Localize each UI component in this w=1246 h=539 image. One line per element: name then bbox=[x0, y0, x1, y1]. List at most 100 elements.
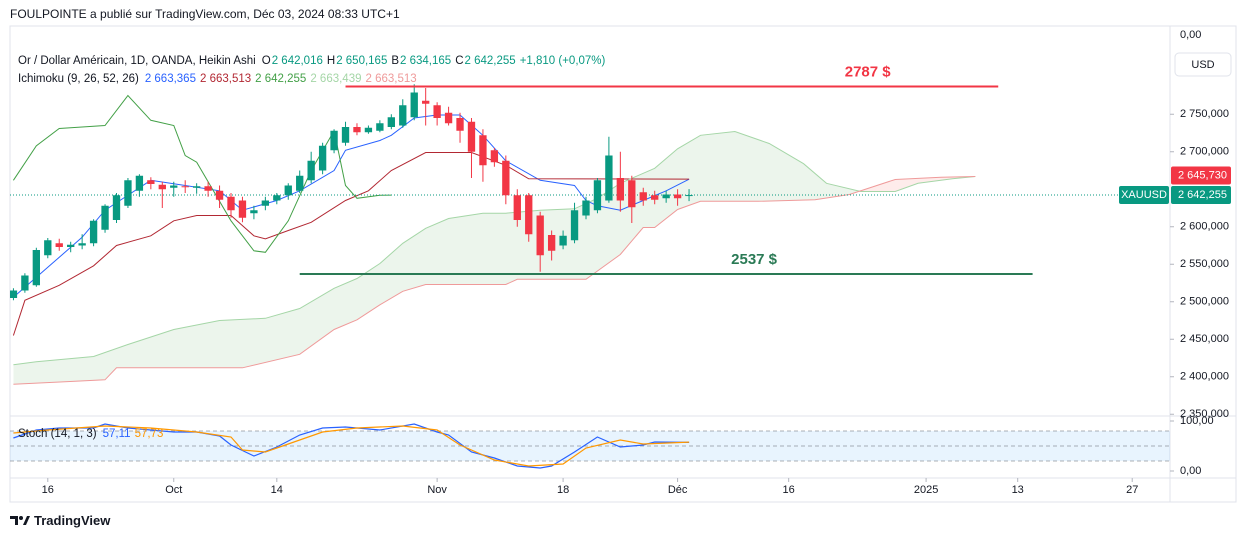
ichimoku-value: 2 663,513 bbox=[365, 73, 417, 85]
candle-body bbox=[273, 195, 281, 201]
x-tick-label: Oct bbox=[165, 484, 182, 496]
candle-body bbox=[593, 180, 602, 211]
candle-body bbox=[525, 195, 533, 235]
x-tick-label: Nov bbox=[427, 484, 447, 496]
change: +1,810 (+0,07%) bbox=[519, 55, 606, 67]
candle-body bbox=[112, 195, 121, 220]
candle-body bbox=[559, 235, 567, 246]
x-tick-label: Déc bbox=[668, 484, 688, 496]
candle-body bbox=[135, 175, 144, 191]
ohlc-key: C bbox=[455, 55, 464, 67]
x-tick-label: 2025 bbox=[914, 484, 938, 496]
ichimoku-legend: Ichimoku (9, 26, 52, 26) 2 663,365 2 663,5… bbox=[18, 73, 421, 85]
candle-body bbox=[582, 200, 590, 216]
stoch-tick-label: 100,00 bbox=[1180, 415, 1214, 427]
x-tick-label: 14 bbox=[271, 484, 283, 496]
candle-body bbox=[456, 118, 464, 131]
candle-body bbox=[651, 195, 659, 200]
ichimoku-line bbox=[13, 130, 976, 366]
candle-body bbox=[422, 100, 430, 104]
level-label: 2787 $ bbox=[845, 63, 892, 80]
candle-body bbox=[32, 250, 41, 286]
ohlc-key: B bbox=[391, 55, 400, 67]
symbol-legend: Or / Dollar Américain, 1D, OANDA, Heikin… bbox=[18, 55, 609, 67]
candle-body bbox=[181, 186, 189, 188]
candle-body bbox=[547, 235, 556, 251]
candle-body bbox=[536, 215, 544, 256]
candle-body bbox=[296, 175, 304, 191]
stoch-value: 57,73 bbox=[134, 428, 164, 440]
ohlc-value: 2 642,016 bbox=[271, 55, 323, 67]
stoch-title: Stoch (14, 1, 3) bbox=[18, 428, 97, 440]
candle-body bbox=[307, 160, 315, 181]
candle-body bbox=[192, 186, 201, 188]
candle-body bbox=[376, 123, 384, 131]
candle-body bbox=[502, 160, 510, 196]
y-tick-label: 2 450,000 bbox=[1180, 333, 1229, 345]
candle-body bbox=[513, 195, 521, 220]
candle-body bbox=[410, 92, 418, 118]
candle-body bbox=[284, 185, 292, 196]
ohlc-value: 2 642,255 bbox=[464, 55, 516, 67]
candle-body bbox=[101, 205, 109, 230]
ichimoku-value: 2 663,439 bbox=[310, 73, 362, 85]
stoch-tick-label: 0,00 bbox=[1180, 465, 1201, 477]
x-tick-label: 27 bbox=[1126, 484, 1138, 496]
stoch-line bbox=[13, 425, 690, 467]
candle-body bbox=[467, 121, 476, 152]
main-pane: 2787 $ 2537 $ bbox=[10, 63, 1170, 385]
candle-body bbox=[341, 127, 350, 143]
price-badge-label: 2 645,730 bbox=[1178, 169, 1227, 181]
x-tick-label: 16 bbox=[783, 484, 795, 496]
candle-body bbox=[44, 240, 52, 256]
x-tick-label: 16 bbox=[42, 484, 54, 496]
y-tick-label: 2 750,000 bbox=[1180, 108, 1229, 120]
candle-body bbox=[170, 185, 178, 188]
candle-body bbox=[353, 127, 361, 133]
ichimoku-title: Ichimoku (9, 26, 52, 26) bbox=[18, 73, 139, 85]
y-tick-label: 2 350,000 bbox=[1180, 408, 1229, 420]
candle-body bbox=[215, 190, 224, 200]
candle-body bbox=[628, 180, 636, 208]
currency-button[interactable] bbox=[1174, 52, 1232, 77]
candle-body bbox=[67, 244, 75, 247]
price-badge bbox=[1171, 166, 1231, 185]
candle-body bbox=[89, 220, 98, 244]
candle-body bbox=[605, 155, 613, 201]
y-tick-label: 2 550,000 bbox=[1180, 258, 1229, 270]
legend-title: Or / Dollar Américain, 1D, OANDA, Heikin… bbox=[18, 55, 256, 67]
y-tick-label: 2 700,000 bbox=[1180, 146, 1229, 158]
ichimoku-line bbox=[12, 94, 392, 253]
candle-body bbox=[10, 290, 18, 298]
price-badge bbox=[1171, 186, 1231, 205]
candle-body bbox=[330, 130, 338, 151]
candle-body bbox=[21, 275, 29, 291]
candle-body bbox=[78, 243, 86, 246]
candle-body bbox=[616, 178, 625, 201]
ichimoku-value: 2 663,365 bbox=[144, 73, 196, 85]
candle-body bbox=[685, 195, 693, 197]
ichimoku-value: 2 663,513 bbox=[199, 73, 252, 85]
candle-body bbox=[238, 200, 247, 218]
candle-body bbox=[124, 180, 132, 206]
candle-body bbox=[261, 200, 270, 206]
brand: TradingView bbox=[34, 513, 111, 528]
stoch-line bbox=[13, 423, 690, 469]
ichimoku-line bbox=[12, 152, 690, 336]
y-tick-label: 2 600,000 bbox=[1180, 221, 1229, 233]
y-tick-label: 2 500,000 bbox=[1180, 296, 1229, 308]
candle-body bbox=[399, 105, 407, 126]
candle-body bbox=[639, 192, 647, 201]
publish-header: FOULPOINTE a publié sur TradingView.com,… bbox=[10, 7, 400, 21]
tradingview-logo bbox=[10, 516, 30, 525]
ohlc-value: 2 650,165 bbox=[336, 55, 388, 67]
ichimoku-value: 2 642,255 bbox=[255, 73, 307, 85]
candle-body bbox=[433, 105, 441, 118]
chart-frame bbox=[9, 25, 1237, 503]
candle-body bbox=[204, 186, 212, 191]
stoch-legend: Stoch (14, 1, 3) 57,11 57,73 bbox=[18, 428, 167, 440]
candle-body bbox=[364, 127, 373, 133]
x-tick-label: 13 bbox=[1012, 484, 1024, 496]
